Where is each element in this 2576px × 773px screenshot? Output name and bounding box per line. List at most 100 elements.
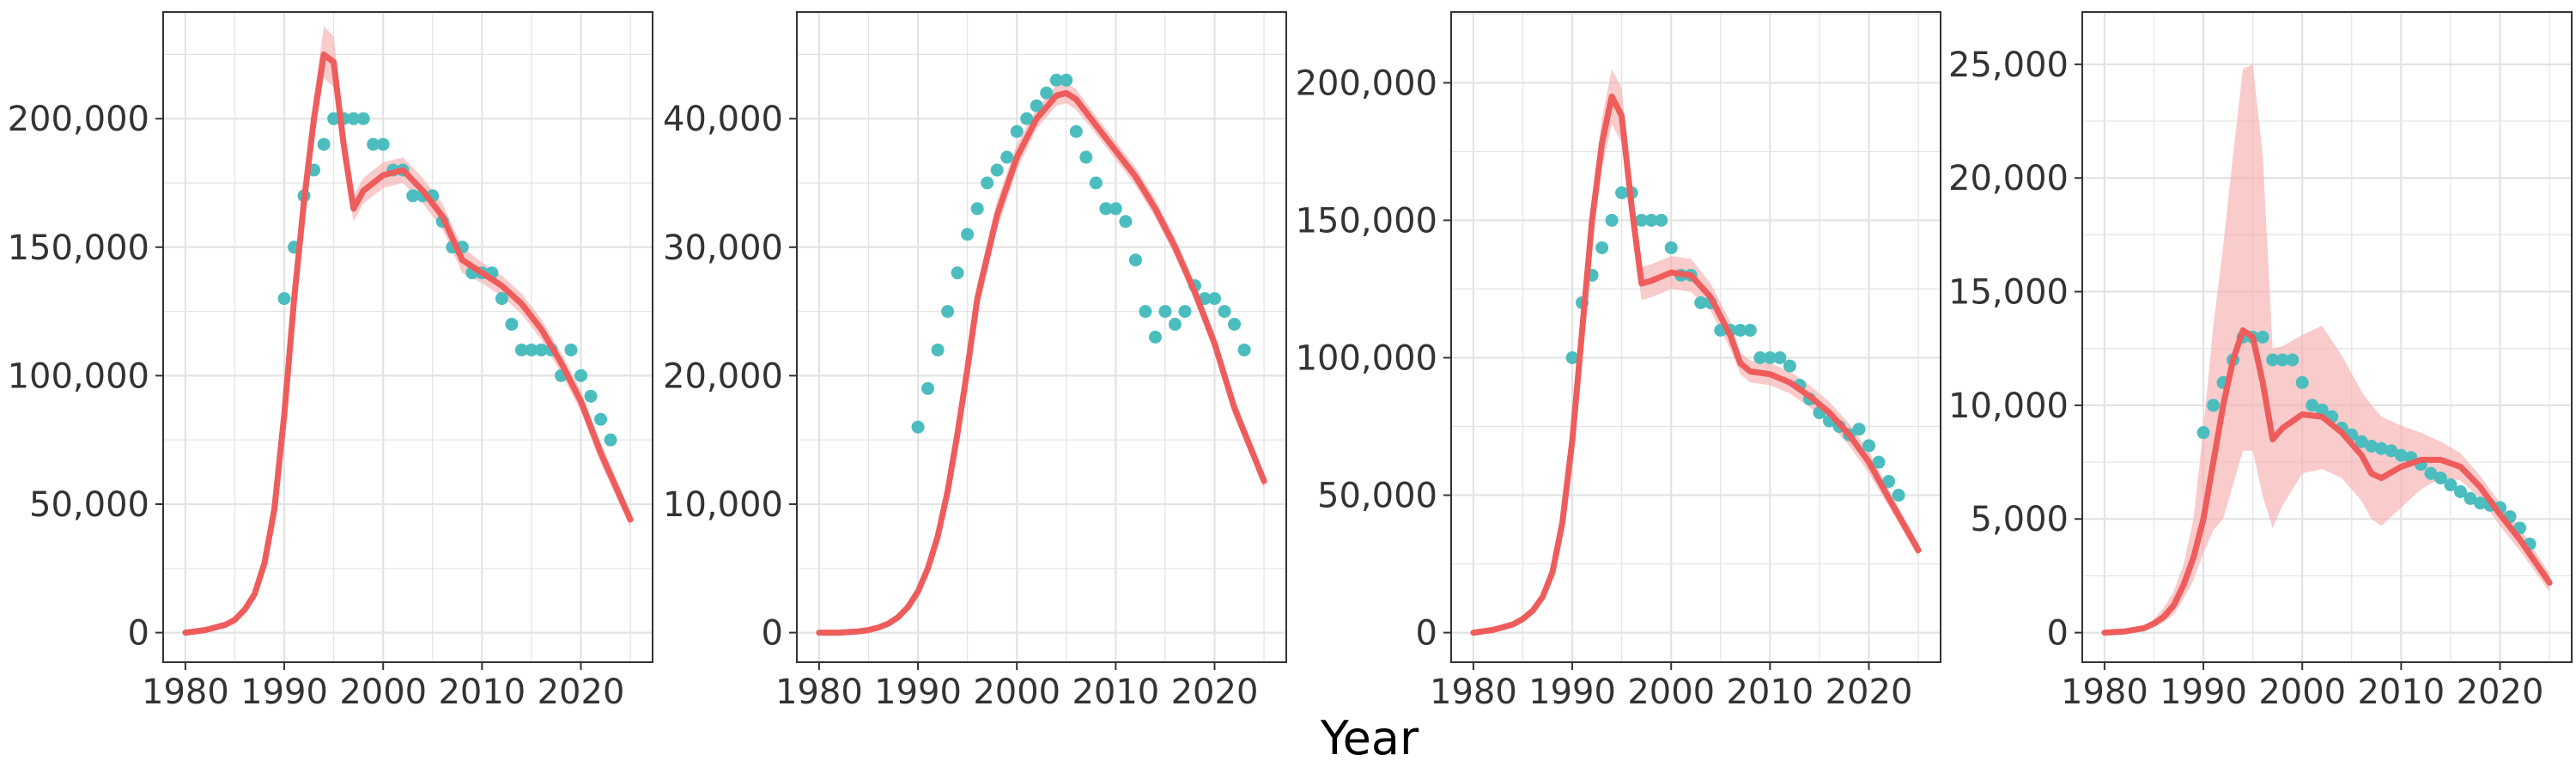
observed-point (1892, 489, 1905, 502)
observed-point (1178, 305, 1192, 319)
observed-point (1089, 176, 1103, 190)
observed-point (1139, 305, 1152, 319)
observed-point (604, 433, 617, 447)
observed-point (347, 112, 361, 125)
observed-point (1605, 213, 1619, 227)
x-tick-label: 2020 (1826, 673, 1913, 712)
y-tick-label: 150,000 (8, 228, 149, 268)
observed-point (514, 343, 528, 356)
uncertainty-band (2104, 64, 2550, 633)
observed-point (1852, 423, 1866, 436)
x-tick-label: 1980 (2061, 673, 2148, 712)
x-tick-label: 1980 (142, 673, 229, 712)
panel-frame (2081, 11, 2573, 663)
observed-point (1069, 125, 1083, 138)
y-tick-label: 20,000 (663, 356, 783, 396)
observed-point (1615, 186, 1629, 199)
y-tick-label: 0 (2047, 614, 2069, 654)
observed-point (2385, 444, 2398, 458)
panels: 0 50,000 100,000 150,000 200,000 1980 1990 2000… (8, 11, 2573, 712)
observed-point (2365, 440, 2379, 453)
observed-point (356, 112, 370, 125)
observed-point (317, 137, 331, 151)
observed-point (376, 137, 390, 151)
observed-point (2444, 478, 2458, 492)
y-tick-label: 50,000 (29, 485, 149, 525)
y-tick-label: 0 (128, 614, 149, 654)
observed-point (2433, 472, 2447, 485)
observed-point (2315, 403, 2329, 417)
observed-point (2394, 448, 2408, 462)
observed-point (1040, 86, 1054, 100)
observed-point (1228, 318, 1242, 332)
observed-point (525, 343, 538, 356)
observed-point (1743, 323, 1757, 337)
observed-point (1773, 351, 1787, 365)
x-tick-label: 2000 (1627, 673, 1715, 712)
observed-point (1099, 202, 1113, 216)
x-tick-label: 2000 (2258, 673, 2346, 712)
observed-point (1763, 351, 1777, 365)
plot-area (816, 73, 1267, 636)
x-tick-label: 2010 (1072, 673, 1159, 712)
observed-point (574, 368, 588, 382)
observed-point (1237, 343, 1251, 356)
observed-point (911, 420, 925, 434)
observed-point (1168, 318, 1182, 332)
y-tick-label: 20,000 (1948, 159, 2069, 198)
panel-background (163, 12, 653, 662)
x-tick-label: 2020 (2457, 673, 2544, 712)
observed-point (1148, 331, 1162, 344)
plot-area (2101, 64, 2553, 636)
observed-point (1109, 202, 1122, 216)
model-line (1470, 93, 1922, 636)
observed-point (1079, 150, 1093, 164)
observed-point (1872, 455, 1886, 469)
observed-point (2453, 484, 2467, 498)
observed-point (1862, 439, 1876, 453)
observed-point (941, 305, 955, 319)
x-tick-label: 1980 (1430, 673, 1517, 712)
y-tick-label: 50,000 (1317, 477, 1437, 516)
observed-point (1119, 215, 1133, 228)
observed-point (2473, 496, 2487, 510)
panel-frame (796, 11, 1287, 663)
observed-point (1010, 125, 1024, 138)
y-tick-label: 5,000 (1970, 500, 2069, 539)
y-tick-label: 30,000 (663, 228, 783, 268)
x-tick-label: 1980 (775, 673, 863, 712)
x-tick-label: 2010 (438, 673, 526, 712)
observed-point (277, 292, 291, 306)
observed-point (594, 412, 608, 426)
observed-point (1664, 240, 1678, 254)
y-tick-label: 25,000 (1948, 46, 2069, 85)
observed-point (1635, 213, 1649, 227)
observed-point (1158, 305, 1172, 319)
panel-frame (162, 11, 653, 663)
observed-point (990, 163, 1004, 177)
observed-point (1783, 359, 1796, 373)
observed-point (970, 202, 984, 216)
panel-frame (1450, 11, 1941, 663)
observed-point (1882, 475, 1896, 489)
x-tick-label: 2010 (2357, 673, 2445, 712)
observed-point (1753, 351, 1767, 365)
observed-point (2424, 466, 2438, 480)
observed-point (1644, 213, 1658, 227)
chart-panel-1: 0 50,000 100,000 150,000 200,000 1980 1990 2000… (8, 11, 653, 712)
observed-point (564, 343, 578, 356)
x-tick-label: 1990 (1528, 673, 1616, 712)
x-tick-label: 2000 (973, 673, 1060, 712)
observed-point (931, 343, 945, 356)
y-tick-label: 10,000 (1948, 386, 2069, 426)
model-line (2101, 327, 2553, 636)
observed-point (1000, 150, 1014, 164)
observed-point (921, 381, 935, 395)
observed-point (1020, 112, 1034, 125)
observed-point (2306, 399, 2319, 412)
observed-point (1565, 351, 1579, 365)
observed-point (2266, 353, 2280, 367)
plot-area (1470, 69, 1922, 636)
observed-point (2295, 375, 2309, 389)
